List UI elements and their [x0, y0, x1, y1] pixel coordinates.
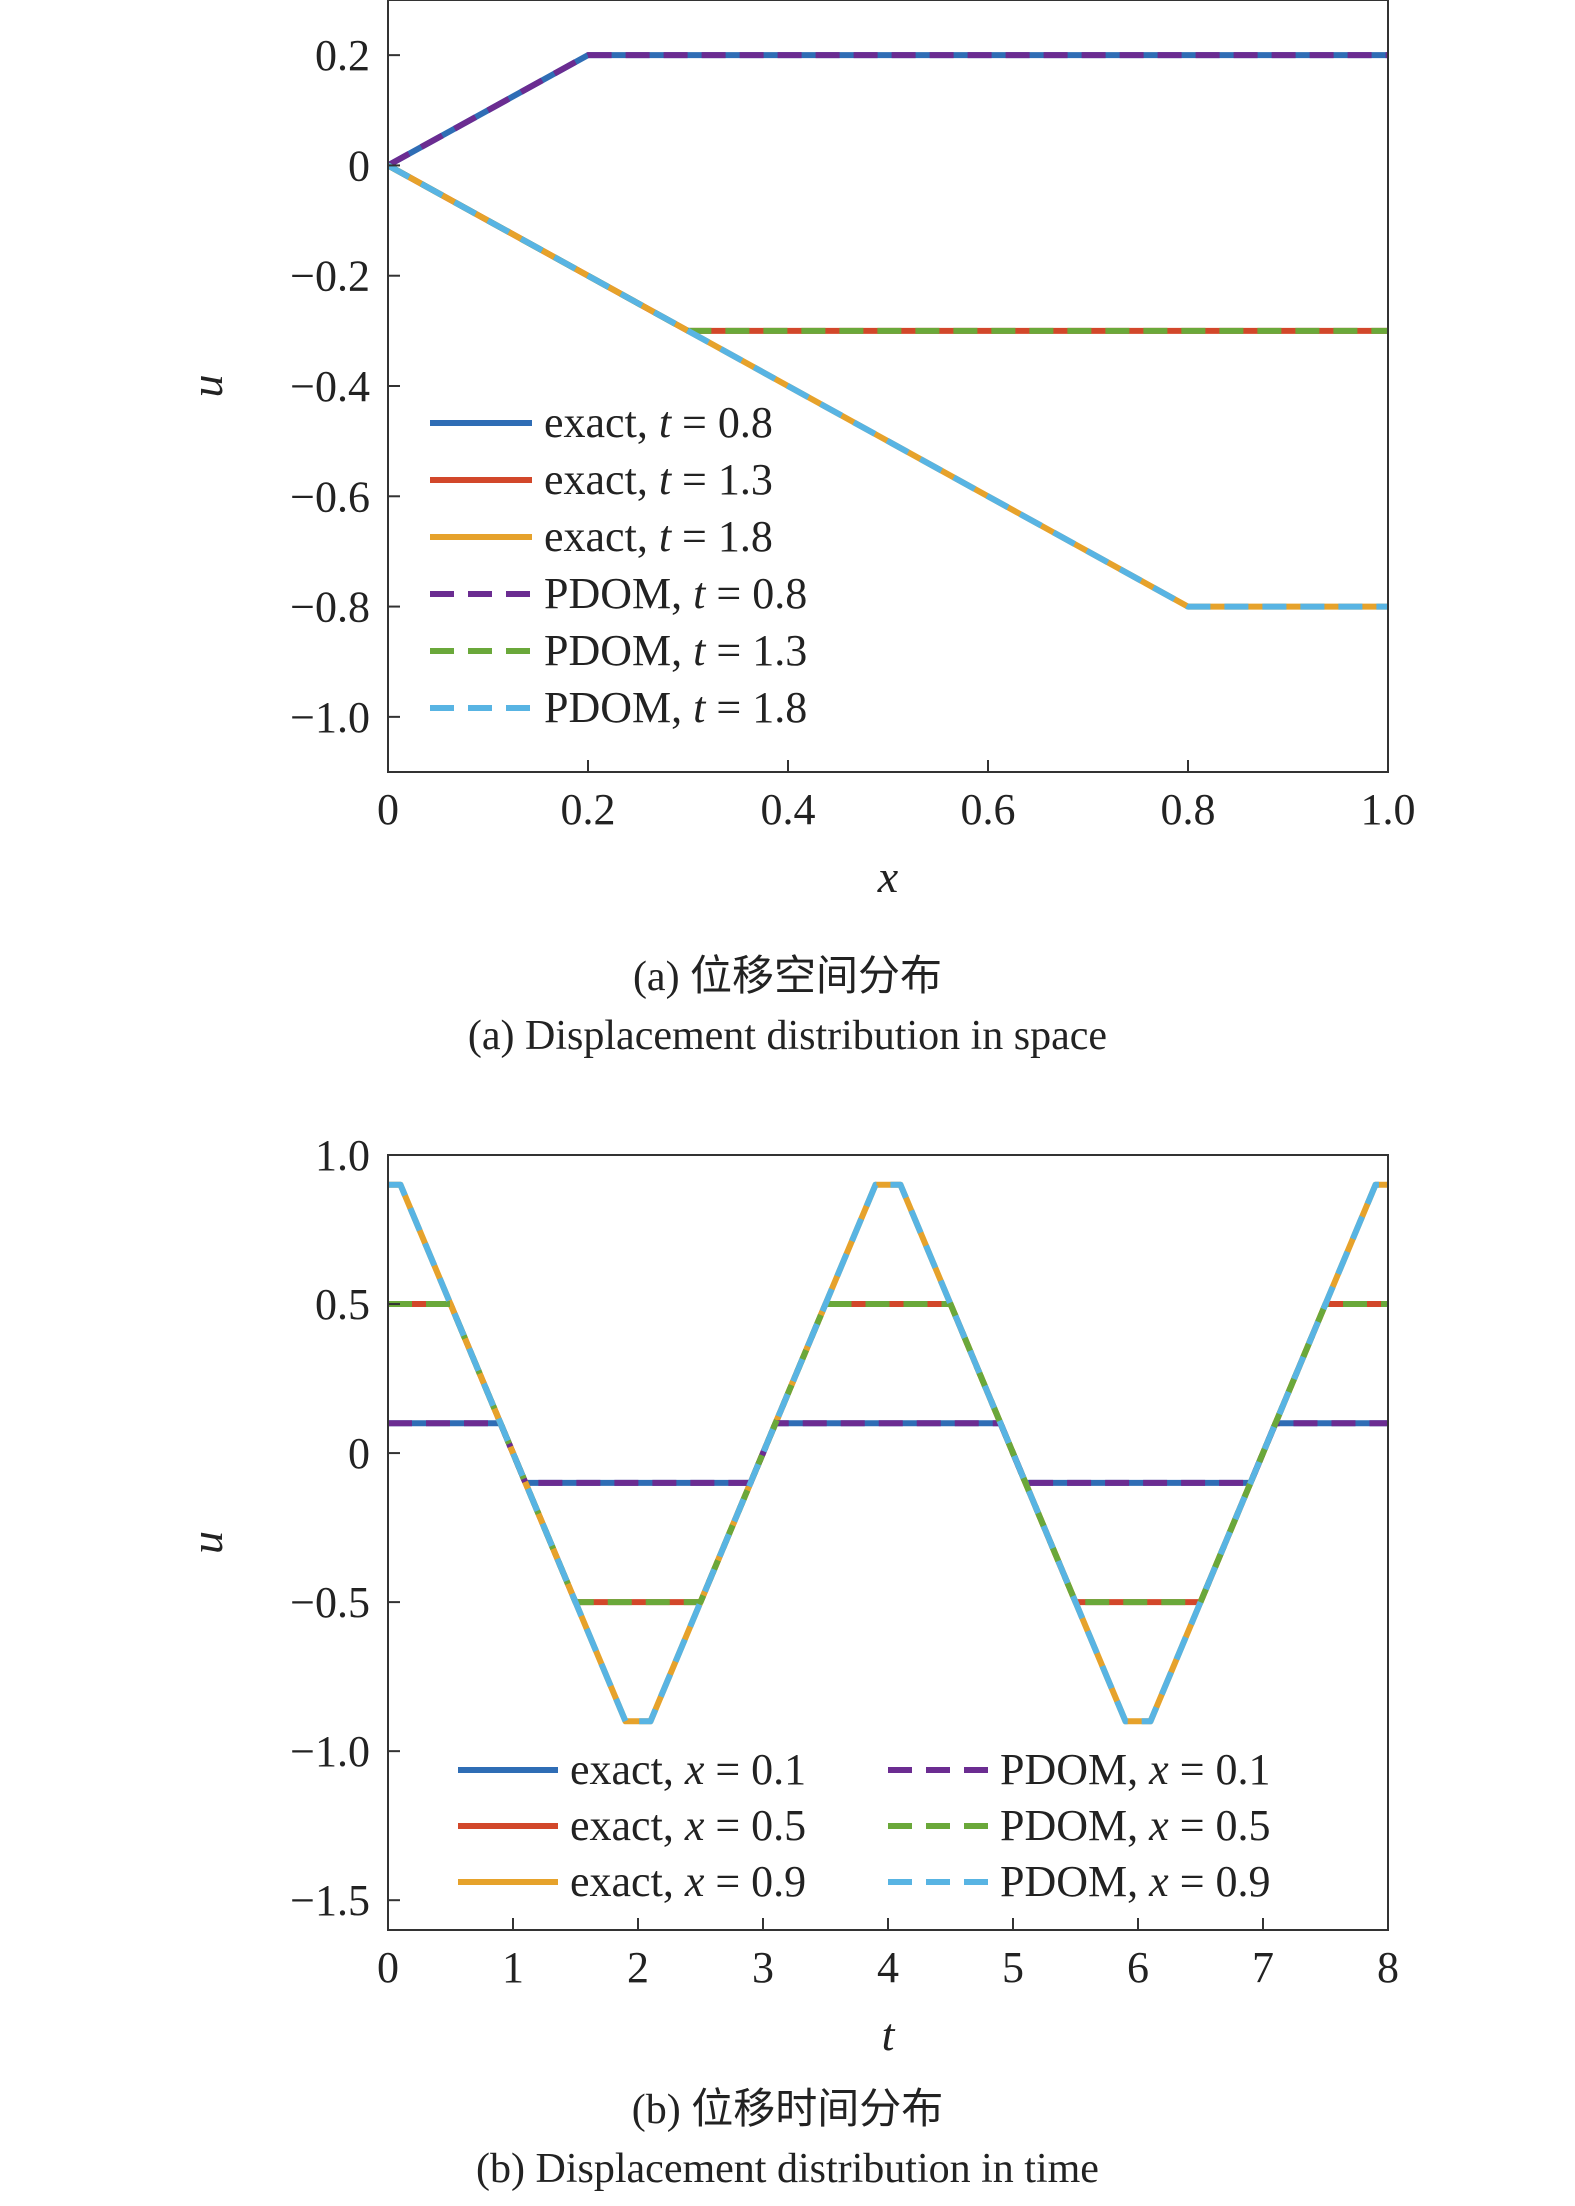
x-tick-label: 1.0 — [1361, 785, 1416, 834]
legend-entry: PDOM, t = 1.8 — [544, 683, 807, 732]
plot-area-b — [388, 1181, 1388, 1725]
caption-b-cn: (b) 位移时间分布 — [631, 2087, 944, 2133]
y-tick-label: −0.4 — [290, 362, 370, 411]
series-line-exact-0-9 — [388, 1181, 1388, 1725]
y-tick-label: −0.8 — [290, 583, 370, 632]
x-tick-label: 2 — [627, 1943, 649, 1992]
legend-entry: exact, t = 1.8 — [544, 512, 773, 561]
x-tick-label: 0 — [377, 1943, 399, 1992]
y-tick-label: −1.0 — [290, 1727, 370, 1776]
series-line-exact-1-8 — [388, 162, 1388, 610]
y-axis-label: u — [181, 1531, 232, 1554]
series-line-exact-0-1 — [388, 1420, 1388, 1486]
series-line-pdom-0-1 — [388, 1420, 1388, 1486]
plot-area-a — [388, 52, 1388, 610]
legend-entry: exact, t = 1.3 — [544, 455, 773, 504]
x-tick-label: 8 — [1377, 1943, 1399, 1992]
x-axis-label: t — [882, 2009, 896, 2060]
x-tick-label: 0 — [377, 785, 399, 834]
y-tick-label: −1.5 — [290, 1876, 370, 1925]
chart-displacement-space: 0 0.2 0.4 0.6 0.8 1.0 0.2 0 −0.2 −0.4 −0.6 −0.8 −1.0… — [181, 0, 1416, 902]
x-tick-label: 0.2 — [561, 785, 616, 834]
legend-entry: PDOM, t = 0.8 — [544, 569, 807, 618]
y-tick-label: 0.2 — [315, 31, 370, 80]
legend-entry: PDOM, x = 0.1 — [1000, 1745, 1271, 1794]
x-tick-label: 0.6 — [961, 785, 1016, 834]
y-tick-label: −0.5 — [290, 1578, 370, 1627]
y-tick-label: −0.6 — [290, 472, 370, 521]
series-line-pdom-0-8 — [388, 52, 1388, 169]
legend-b: exact, x = 0.1 exact, x = 0.5 exact, x = 0… — [458, 1745, 1271, 1906]
series-line-pdom-0-9 — [388, 1181, 1388, 1725]
y-tick-label: −0.2 — [290, 252, 370, 301]
series-line-exact-0-8 — [388, 52, 1388, 169]
x-tick-label: 7 — [1252, 1943, 1274, 1992]
axes-b: 0 1 2 3 4 5 6 7 8 1.0 0.5 0 −0.5 −1.0 −1.5 t u — [181, 1131, 1399, 2060]
axes-frame — [387, 0, 1389, 773]
caption-a-en: (a) Displacement distribution in space — [467, 1013, 1108, 1059]
x-tick-label: 0.8 — [1161, 785, 1216, 834]
x-axis-label: x — [877, 851, 899, 902]
y-tick-label: 1.0 — [315, 1131, 370, 1180]
series-line-pdom-0-5 — [388, 1301, 1388, 1606]
caption-b-en: (b) Displacement distribution in time — [476, 2146, 1099, 2192]
y-tick-label: 0 — [348, 1429, 370, 1478]
y-tick-label: −1.0 — [290, 693, 370, 742]
legend-entry: exact, x = 0.5 — [570, 1801, 806, 1850]
y-axis-label: u — [181, 375, 232, 398]
legend-entry: exact, t = 0.8 — [544, 398, 773, 447]
legend-entry: exact, x = 0.9 — [570, 1857, 806, 1906]
x-tick-label: 4 — [877, 1943, 899, 1992]
legend-entry: exact, x = 0.1 — [570, 1745, 806, 1794]
x-tick-label: 3 — [752, 1943, 774, 1992]
series-line-exact-0-5 — [388, 1301, 1388, 1606]
x-tick-label: 6 — [1127, 1943, 1149, 1992]
legend-entry: PDOM, t = 1.3 — [544, 626, 807, 675]
x-tick-label: 1 — [502, 1943, 524, 1992]
x-tick-label: 5 — [1002, 1943, 1024, 1992]
y-tick-label: 0 — [348, 141, 370, 190]
y-tick-label: 0.5 — [315, 1280, 370, 1329]
x-tick-label: 0.4 — [761, 785, 816, 834]
axes-a: 0 0.2 0.4 0.6 0.8 1.0 0.2 0 −0.2 −0.4 −0.6 −0.8 −1.0… — [181, 0, 1416, 902]
legend-entry: PDOM, x = 0.5 — [1000, 1801, 1271, 1850]
legend-entry: PDOM, x = 0.9 — [1000, 1857, 1271, 1906]
legend-a: exact, t = 0.8 exact, t = 1.3 exact, t = 1… — [430, 398, 807, 732]
caption-a-cn: (a) 位移空间分布 — [632, 954, 943, 1000]
series-line-pdom-1-8 — [388, 162, 1388, 610]
chart-displacement-time: 0 1 2 3 4 5 6 7 8 1.0 0.5 0 −0.5 −1.0 −1.5 t u exact, x … — [181, 1131, 1399, 2060]
